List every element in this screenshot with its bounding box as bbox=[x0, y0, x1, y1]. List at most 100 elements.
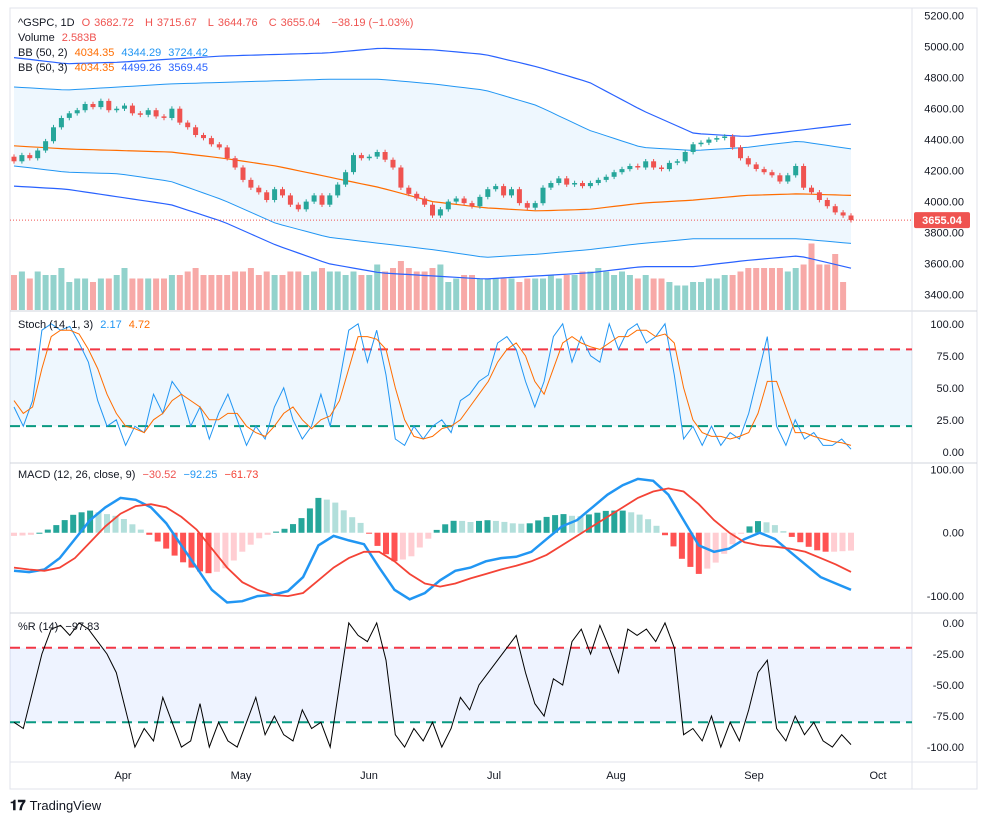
candle-body bbox=[619, 169, 625, 173]
volume-bar bbox=[240, 271, 246, 310]
macd-hist-bar bbox=[805, 532, 812, 547]
candle-body bbox=[272, 189, 278, 200]
candle-body bbox=[169, 108, 175, 118]
macd-hist-bar bbox=[636, 514, 643, 533]
macd-hist-bar bbox=[814, 532, 821, 551]
stoch-y-tick-label: 100.00 bbox=[930, 319, 964, 331]
candle-body bbox=[319, 195, 325, 205]
macd-hist-bar bbox=[222, 532, 229, 569]
candle-body bbox=[201, 135, 206, 139]
price-badge bbox=[914, 212, 970, 229]
macd-hist-bar bbox=[704, 532, 711, 569]
candle-body bbox=[793, 166, 799, 176]
candle-body bbox=[635, 166, 641, 168]
volume-bar bbox=[382, 271, 389, 310]
macd-hist-bar bbox=[53, 525, 60, 533]
candle-body bbox=[122, 105, 127, 109]
volume-bar bbox=[808, 243, 815, 310]
candle-body bbox=[540, 187, 546, 204]
macd-hist-bar bbox=[543, 516, 550, 533]
tradingview-footer[interactable]: 𝟏𝟕 TradingView bbox=[10, 797, 101, 814]
volume-bar bbox=[358, 275, 365, 310]
macd-hist-bar bbox=[129, 524, 136, 533]
macd-hist-bar bbox=[611, 510, 618, 533]
macd-hist-bar bbox=[366, 532, 373, 534]
macd-hist-bar bbox=[746, 526, 753, 533]
volume-bar bbox=[611, 275, 618, 310]
candle-body bbox=[556, 178, 562, 183]
candle-body bbox=[666, 162, 672, 170]
macd-hist-bar bbox=[450, 520, 457, 533]
volume-bar bbox=[247, 268, 254, 310]
candle-body bbox=[327, 195, 333, 205]
macd-hist-bar bbox=[205, 532, 212, 574]
macd-hist-bar bbox=[357, 522, 364, 533]
volume-bar bbox=[18, 271, 25, 310]
pctr-legend: %R (14) −97.83 bbox=[18, 620, 103, 635]
bb3-lower-line bbox=[13, 185, 852, 280]
volume-bar bbox=[547, 275, 554, 310]
macd-hist-bar bbox=[349, 517, 356, 533]
volume-bar bbox=[690, 282, 697, 310]
candle-body bbox=[414, 193, 420, 199]
candle-body bbox=[145, 110, 151, 115]
bb1-lower: 3724.42 bbox=[168, 47, 209, 59]
volume-bar bbox=[587, 271, 594, 310]
volume-bar bbox=[342, 275, 349, 310]
macd-hist-bar bbox=[459, 520, 466, 533]
candle-body bbox=[848, 215, 854, 221]
macd-line-value: −92.25 bbox=[183, 469, 218, 481]
macd-hist-bar bbox=[104, 514, 110, 533]
macd-y-tick-label: 100.00 bbox=[930, 464, 964, 476]
volume-bar bbox=[516, 282, 523, 310]
volume-bar bbox=[255, 275, 262, 310]
macd-hist-bar bbox=[585, 514, 592, 533]
macd-hist-bar bbox=[467, 522, 474, 533]
volume-bar bbox=[390, 268, 396, 310]
bb1-upper: 4344.29 bbox=[121, 47, 162, 59]
volume-bar bbox=[840, 282, 847, 310]
candle-body bbox=[398, 167, 404, 188]
macd-hist-bar bbox=[619, 510, 626, 533]
volume-bar bbox=[713, 278, 720, 310]
bb1-label: BB (50, 2) bbox=[18, 47, 68, 59]
bb2-lower: 3569.45 bbox=[168, 62, 209, 74]
candle-body bbox=[603, 176, 609, 180]
macd-hist-bar bbox=[839, 532, 846, 552]
macd-hist-bar bbox=[44, 529, 51, 533]
macd-hist-bar bbox=[19, 532, 26, 536]
outer-frame bbox=[9, 7, 978, 790]
volume-bar bbox=[500, 278, 507, 310]
pctr-y-tick-label: -50.00 bbox=[933, 680, 964, 692]
volume-bar bbox=[319, 268, 325, 310]
macd-hist-bar bbox=[323, 499, 330, 533]
bb2-lower-line bbox=[13, 165, 852, 258]
close-value: 3655.04 bbox=[280, 17, 321, 29]
candle-body bbox=[477, 196, 483, 207]
volume-bar bbox=[129, 278, 136, 310]
y-tick-label: 3400.00 bbox=[924, 290, 964, 302]
candle-body bbox=[406, 187, 412, 194]
pctr-band-fill bbox=[10, 647, 912, 723]
stoch-y-tick-label: 0.00 bbox=[943, 447, 964, 459]
candle-body bbox=[177, 108, 183, 123]
candle-body bbox=[816, 192, 822, 200]
candle-body bbox=[366, 156, 372, 159]
volume-bar bbox=[42, 275, 49, 310]
volume-bar bbox=[571, 275, 578, 310]
volume-bar bbox=[137, 278, 144, 310]
macd-hist-bar bbox=[721, 532, 728, 554]
symbol-label: ^GSPC, 1D bbox=[18, 17, 75, 29]
y-tick-label: 5200.00 bbox=[924, 11, 964, 23]
candle-body bbox=[390, 159, 396, 168]
macd-hist-bar bbox=[332, 502, 339, 533]
bb2-upper-line bbox=[13, 78, 852, 151]
macd-hist-bar bbox=[383, 532, 389, 555]
pctr-value: −97.83 bbox=[65, 621, 100, 633]
candle-body bbox=[643, 161, 649, 168]
low-value: 3644.76 bbox=[217, 17, 258, 29]
stoch-d-line bbox=[13, 329, 852, 446]
volume-bar bbox=[674, 285, 681, 310]
candle-body bbox=[430, 204, 435, 216]
